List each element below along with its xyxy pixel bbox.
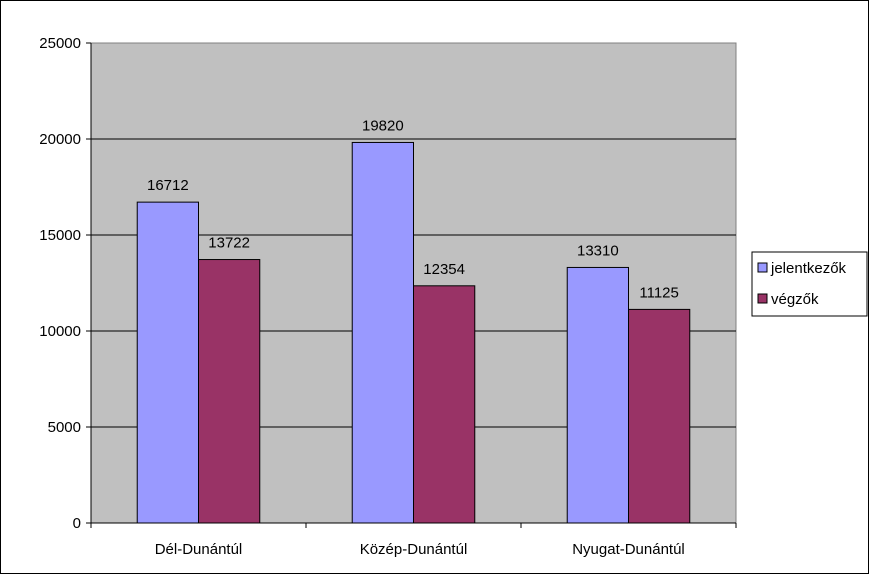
y-tick-label: 10000 — [39, 323, 81, 340]
data-label: 11125 — [639, 284, 679, 301]
x-tick-label: Dél-Dunántúl — [155, 541, 243, 558]
y-tick-label: 0 — [73, 515, 81, 532]
data-labels: 16712 13722 19820 12354 13310 11125 — [147, 117, 679, 301]
x-tick-label: Közép-Dunántúl — [360, 541, 468, 558]
y-tick-label: 25000 — [39, 35, 81, 52]
y-tick-label: 20000 — [39, 131, 81, 148]
bar — [136, 201, 200, 524]
data-label: 16712 — [147, 177, 189, 194]
data-label: 19820 — [362, 117, 404, 134]
y-tick-label: 15000 — [39, 227, 81, 244]
data-label: 13722 — [208, 235, 250, 252]
y-tick-label: 5000 — [48, 419, 81, 436]
bars — [136, 141, 691, 524]
legend-label-jelentkezok: jelentkezők — [770, 260, 847, 277]
x-tick-label: Nyugat-Dunántúl — [572, 541, 685, 558]
legend: jelentkezők végzők — [751, 251, 868, 317]
bar — [413, 285, 476, 524]
legend-label-vegzok: végzők — [771, 291, 819, 308]
bar — [628, 308, 691, 524]
data-label: 12354 — [423, 261, 465, 278]
bar — [351, 141, 415, 524]
bar — [566, 266, 629, 524]
legend-swatch-jelentkezok — [757, 262, 768, 273]
bar — [198, 259, 261, 524]
legend-box — [751, 251, 868, 317]
legend-swatch-vegzok — [757, 293, 768, 304]
data-label: 13310 — [577, 242, 619, 259]
